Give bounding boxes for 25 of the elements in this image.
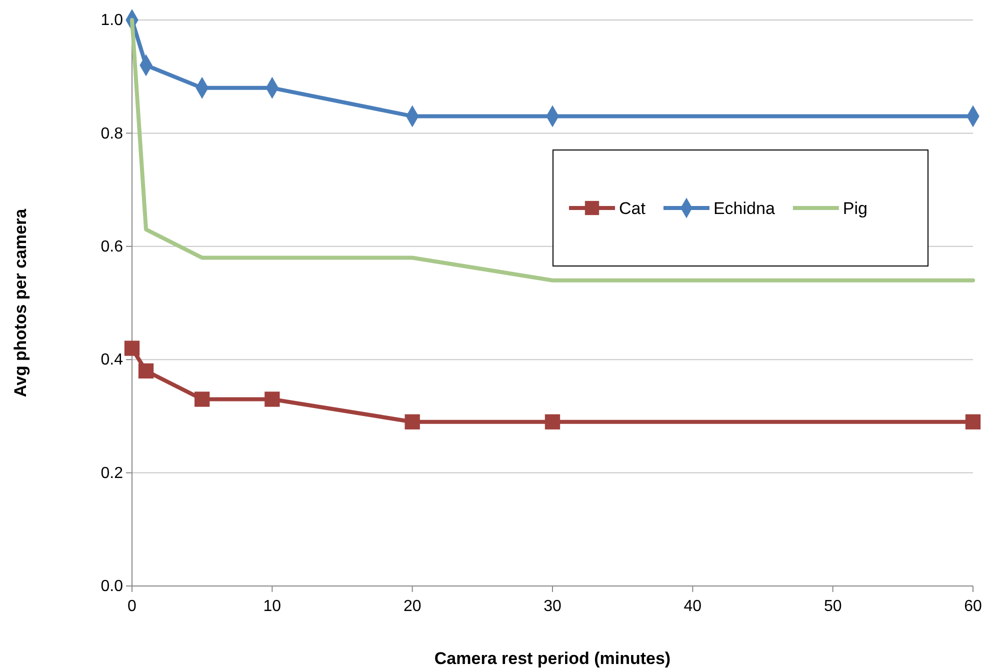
legend-label: Pig <box>842 198 868 218</box>
point <box>264 392 280 407</box>
x-tick-label: 20 <box>403 598 422 615</box>
point <box>124 340 140 356</box>
point <box>965 414 981 430</box>
x-tick-label: 0 <box>128 598 137 615</box>
y-tick-label: 0.4 <box>100 352 124 369</box>
x-tick-label: 40 <box>684 598 702 615</box>
y-tick-label: 0.0 <box>100 578 124 596</box>
x-tick-label: 60 <box>964 598 982 615</box>
x-axis-title: Camera rest period (minutes) <box>434 649 671 668</box>
point <box>194 392 210 407</box>
point <box>404 414 420 430</box>
y-axis-title: Avg photos per camera <box>11 208 30 398</box>
point <box>138 363 154 379</box>
y-tick-label: 0.6 <box>100 238 124 256</box>
x-tick-label: 30 <box>544 598 562 615</box>
point <box>544 414 560 430</box>
x-tick-label: 10 <box>263 598 282 615</box>
x-tick-label: 50 <box>824 598 842 615</box>
y-tick-label: 0.2 <box>100 464 124 482</box>
y-tick-label: 0.8 <box>100 125 124 142</box>
legend-label: Cat <box>619 198 646 218</box>
y-tick-label: 1.0 <box>100 12 124 30</box>
legend-label: Echidna <box>713 198 776 218</box>
